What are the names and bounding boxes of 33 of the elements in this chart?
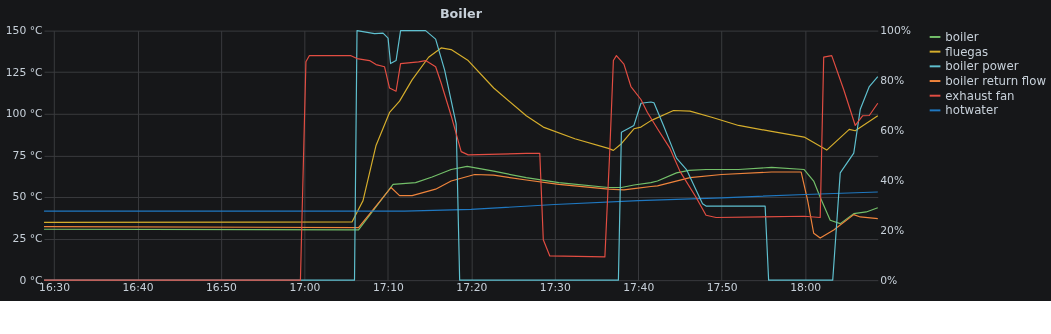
x-tick-label: 17:00 [289,281,321,295]
legend-label: fluegas [945,44,989,59]
legend-label: boiler power [945,59,1019,74]
y2-tick-label: 40% [880,173,905,187]
y2-tick-label: 20% [880,223,905,237]
y2-tick-label: 0% [880,273,898,287]
x-tick-label: 17:20 [456,281,488,295]
y2-tick-label: 60% [880,123,905,137]
x-tick-label: 17:10 [372,281,405,295]
legend-label: hotwater [945,103,999,118]
y2-tick-label: 80% [880,73,905,87]
x-tick-label: 17:30 [539,281,571,295]
y-tick-label: 50 °C [12,190,43,204]
y-tick-label: 100 °C [5,107,43,121]
y2-tick-label: 100% [880,24,911,38]
y-tick-label: 150 °C [5,24,43,38]
x-tick-label: 17:50 [706,281,738,295]
x-tick-label: 16:50 [205,281,238,295]
y-tick-label: 25 °C [12,232,43,245]
legend-label: exhaust fan [945,88,1015,103]
legend-label: boiler return flow [945,73,1047,88]
line-series [43,47,879,224]
chart-title: Boiler [439,5,483,21]
x-tick-label: 18:00 [790,281,822,295]
y-tick-label: 75 °C [12,148,43,162]
x-tick-label: 16:30 [39,281,71,295]
y-tick-label: 125 °C [5,65,43,79]
line-series [43,191,879,212]
x-tick-label: 16:40 [122,281,154,295]
line-series [43,171,879,239]
line-series [43,165,879,231]
legend-label: boiler [945,29,979,44]
x-tick-label: 17:40 [623,281,655,295]
